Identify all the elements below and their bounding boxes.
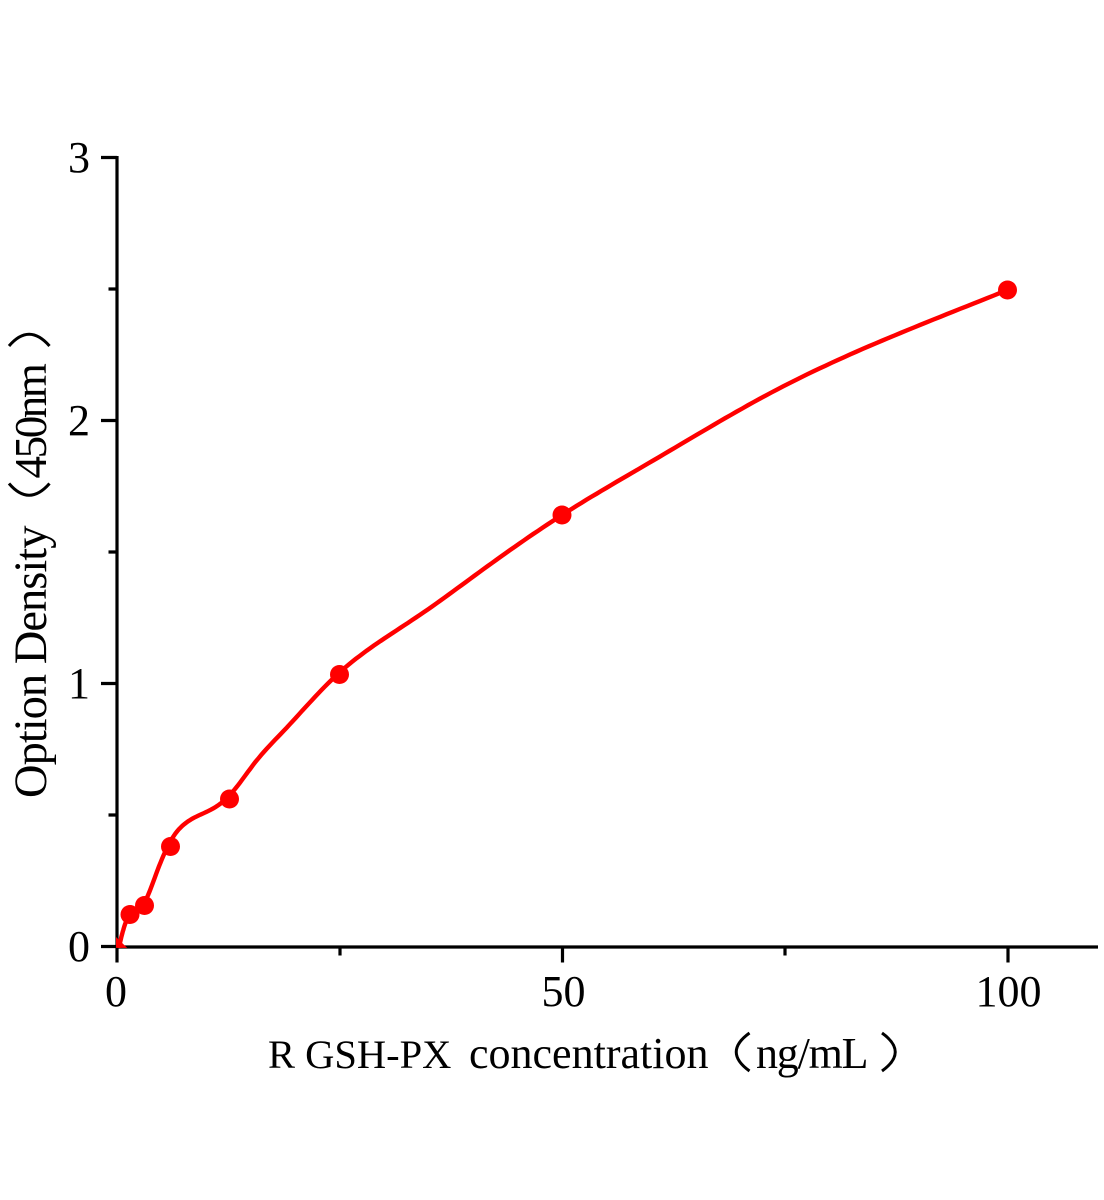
svg-text:R GSH-PX: R GSH-PX: [268, 1032, 451, 1077]
svg-text:450nm: 450nm: [6, 363, 56, 478]
svg-text:100: 100: [976, 967, 1042, 1016]
svg-text:2: 2: [68, 396, 90, 445]
svg-text:3: 3: [68, 133, 90, 182]
svg-text:50: 50: [542, 967, 586, 1016]
svg-text:concentration: concentration: [469, 1029, 708, 1078]
svg-text:Option Density: Option Density: [6, 525, 57, 798]
svg-text:0: 0: [105, 967, 127, 1016]
svg-text:ng/mL: ng/mL: [756, 1029, 867, 1078]
svg-text:1: 1: [68, 659, 90, 708]
svg-text:0: 0: [68, 922, 90, 971]
